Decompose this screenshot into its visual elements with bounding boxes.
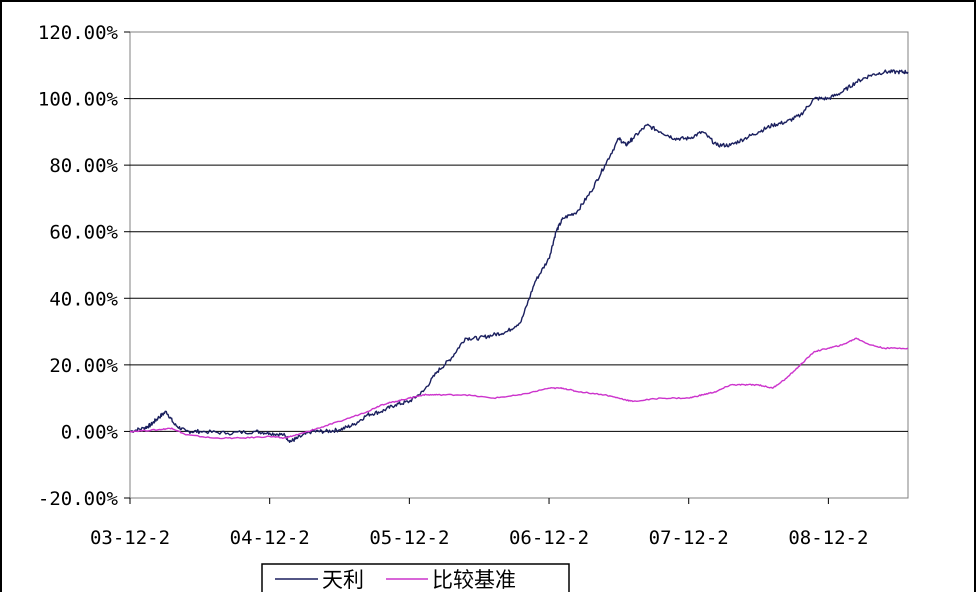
x-tick-label: 07-12-2 [649, 527, 729, 549]
x-tick-label: 03-12-2 [90, 527, 170, 549]
y-tick-label: 40.00% [49, 288, 118, 310]
series-lines [129, 69, 909, 443]
x-tick-label: 05-12-2 [369, 527, 449, 549]
legend-box [261, 563, 570, 596]
legend: 天利 比较基准 [261, 563, 570, 596]
y-tick-label: 60.00% [49, 222, 118, 244]
legend-label-benchmark: 比较基准 [432, 568, 516, 592]
y-tick-label: 20.00% [49, 355, 118, 377]
x-tick-label: 08-12-2 [788, 527, 868, 549]
x-tick-label: 04-12-2 [230, 527, 310, 549]
y-tick-label: 80.00% [49, 155, 118, 177]
y-tick-label: -20.00% [38, 488, 119, 510]
x-tick-label: 06-12-2 [509, 527, 589, 549]
y-tick-label: 0.00% [61, 421, 119, 443]
x-axis: 03-12-2 04-12-2 05-12-2 06-12-2 07-12-2 08-12… [90, 498, 868, 549]
legend-label-tianli: 天利 [322, 568, 364, 592]
series-line-0 [129, 69, 909, 443]
plot-area [129, 31, 909, 499]
y-axis: -20.00% 0.00% 20.00% 40.00% 60.00% 80.00% 100.… [38, 22, 130, 510]
series-line-1 [129, 337, 909, 440]
y-tick-label: 100.00% [38, 89, 119, 111]
y-tick-label: 120.00% [38, 22, 119, 44]
